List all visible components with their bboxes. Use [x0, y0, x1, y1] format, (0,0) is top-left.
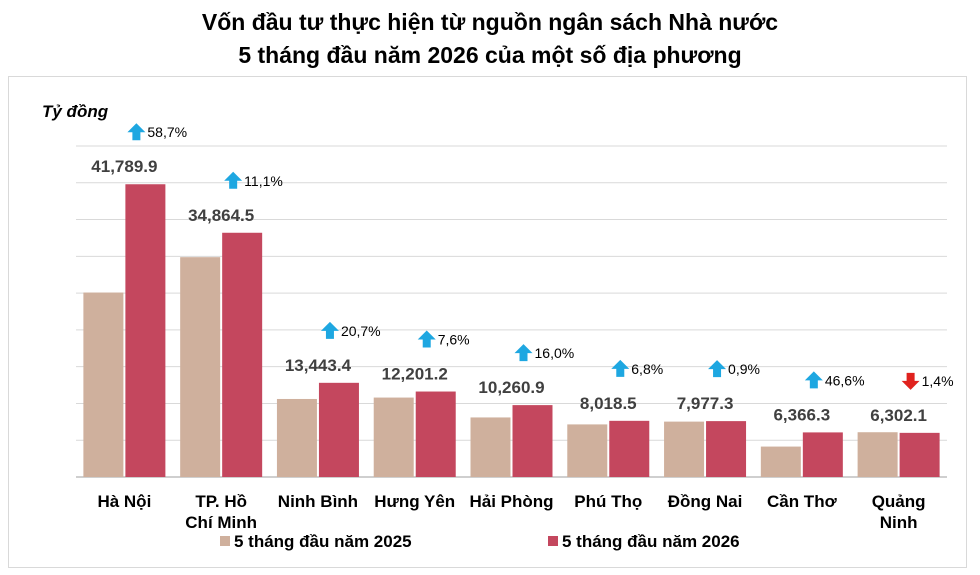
change-label: 58,7%: [147, 124, 187, 140]
bar-2025: [470, 417, 511, 477]
bar-2026: [222, 232, 263, 477]
arrow-up-icon: [804, 371, 823, 389]
legend-swatch: [220, 536, 230, 546]
arrow-up-icon: [127, 123, 146, 141]
bar-2026: [318, 382, 359, 477]
x-tick-label: Hưng Yên: [374, 492, 455, 511]
x-tick-label: Đồng Nai: [668, 492, 743, 511]
change-label: 46,6%: [825, 372, 865, 388]
bar-2025: [664, 421, 705, 477]
bar-2026: [125, 184, 166, 478]
x-tick-label: TP. Hồ: [195, 492, 247, 511]
change-label: 6,8%: [631, 361, 663, 377]
bar-2025: [857, 432, 898, 477]
y-axis-label: Tỷ đồng: [42, 102, 109, 121]
bar-2026: [609, 420, 650, 477]
x-tick-label: Quảng: [872, 492, 926, 511]
x-tick-label: Ninh: [880, 513, 918, 532]
arrow-up-icon: [514, 344, 533, 362]
data-label: 12,201.2: [382, 365, 448, 384]
change-indicators: 58,7% 11,1% 20,7% 7,6% 16,0% 6,8% 0,9% 46,6% 1,4…: [127, 123, 954, 390]
chart-frame: [8, 76, 967, 568]
data-label: 6,302.1: [870, 406, 927, 425]
bar-2026: [415, 391, 456, 477]
legend-label: 5 tháng đầu năm 2025: [234, 532, 412, 551]
x-tick-label: Ninh Bình: [278, 492, 358, 511]
data-label: 10,260.9: [478, 378, 544, 397]
data-label: 34,864.5: [188, 206, 254, 225]
bar-2025: [83, 292, 124, 477]
x-tick-labels: Hà Nội TP. Hồ Chí Minh Ninh Bình Hưng Yên Hải…: [97, 492, 925, 532]
bar-2025: [373, 397, 414, 477]
arrow-up-icon: [224, 171, 243, 189]
x-tick-label: Phú Thọ: [574, 492, 642, 511]
arrow-up-icon: [320, 321, 339, 339]
legend-label: 5 tháng đầu năm 2026: [562, 532, 740, 551]
change-label: 0,9%: [728, 361, 760, 377]
bar-2025: [567, 424, 608, 477]
change-label: 16,0%: [535, 345, 575, 361]
data-label: 41,789.9: [91, 157, 157, 176]
chart-title-line-1: Vốn đầu tư thực hiện từ nguồn ngân sách …: [201, 9, 779, 35]
change-label: 20,7%: [341, 323, 381, 339]
data-labels: 41,789.9 34,864.5 13,443.4 12,201.2 10,260.9…: [91, 157, 927, 425]
change-label: 7,6%: [438, 332, 470, 348]
data-label: 8,018.5: [580, 394, 637, 413]
arrow-down-icon: [901, 372, 920, 390]
bar-2025: [180, 257, 221, 477]
arrow-up-icon: [708, 360, 727, 378]
bar-2025: [760, 446, 801, 477]
bar-2026: [706, 421, 747, 477]
bar-2025: [276, 398, 317, 477]
data-label: 6,366.3: [773, 405, 830, 424]
legend-swatch: [548, 536, 558, 546]
change-label: 11,1%: [244, 173, 283, 189]
bar-2026: [512, 405, 553, 477]
bar-2026: [802, 432, 843, 477]
gridlines: [76, 145, 947, 478]
arrow-up-icon: [611, 359, 630, 377]
legend: 5 tháng đầu năm 2025 5 tháng đầu năm 2026: [220, 532, 740, 551]
chart-title-line-2: 5 tháng đầu năm 2026 của một số địa phươ…: [238, 42, 742, 68]
bars: [83, 184, 940, 478]
data-label: 7,977.3: [677, 394, 734, 413]
change-label: 1,4%: [922, 373, 954, 389]
x-tick-label: Hà Nội: [97, 492, 151, 511]
chart-title: Vốn đầu tư thực hiện từ nguồn ngân sách …: [0, 6, 980, 72]
x-tick-label: Cần Thơ: [767, 492, 838, 511]
arrow-up-icon: [417, 330, 436, 348]
x-tick-label: Chí Minh: [185, 513, 257, 532]
x-tick-label: Hải Phòng: [469, 492, 553, 511]
bar-2026: [899, 432, 940, 477]
data-label: 13,443.4: [285, 356, 352, 375]
